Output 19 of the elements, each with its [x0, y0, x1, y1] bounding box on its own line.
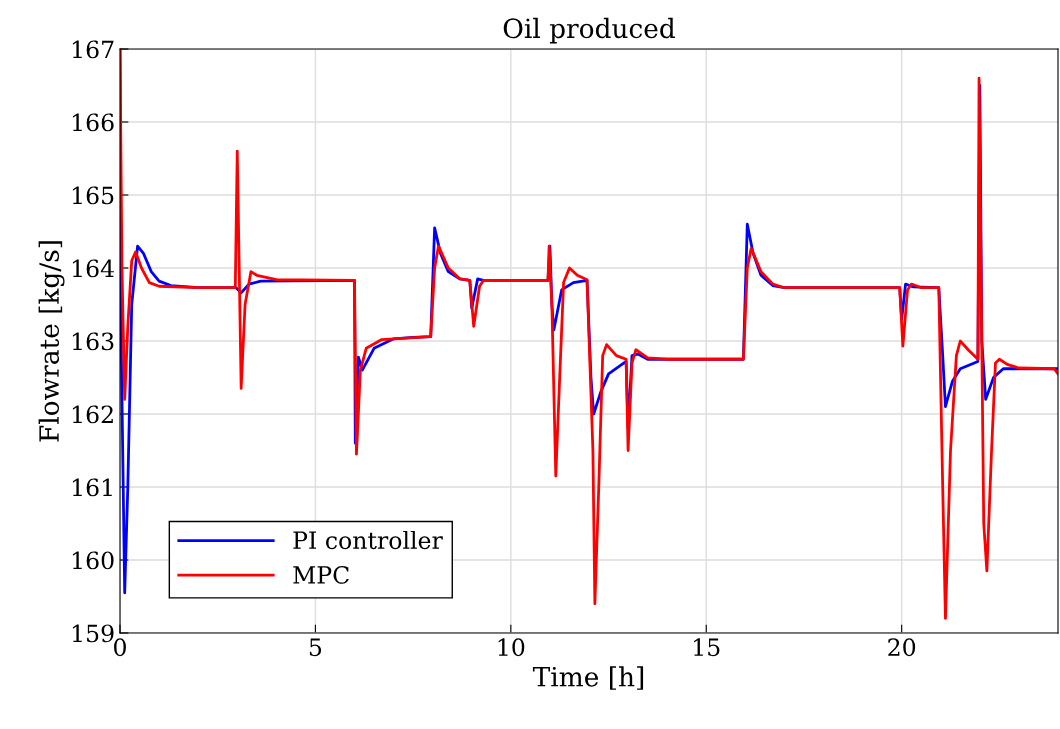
y-tick-label: 165	[72, 186, 114, 205]
y-tick-label: 164	[72, 259, 114, 278]
x-axis-title: Time [h]	[532, 666, 644, 690]
y-tick-label: 167	[72, 40, 114, 59]
x-tick-label: 20	[888, 638, 916, 657]
y-tick-label: 161	[72, 478, 112, 497]
y-tick-label: 160	[72, 551, 114, 570]
y-tick-label: 163	[72, 332, 114, 351]
chart-title: Oil produced	[503, 17, 675, 44]
y-tick-label: 162	[72, 405, 113, 424]
x-tick-label: 10	[498, 638, 525, 657]
x-tick-label: 0	[114, 638, 126, 657]
legend-label: MPC	[293, 565, 349, 584]
y-axis-title: Flowrate [kg/s]	[38, 241, 65, 442]
y-tick-label: 166	[72, 113, 114, 132]
x-tick-label: 5	[309, 638, 322, 657]
y-tick-label: 159	[72, 624, 114, 643]
legend-label: PI controller	[293, 530, 443, 550]
x-tick-label: 15	[694, 638, 720, 657]
